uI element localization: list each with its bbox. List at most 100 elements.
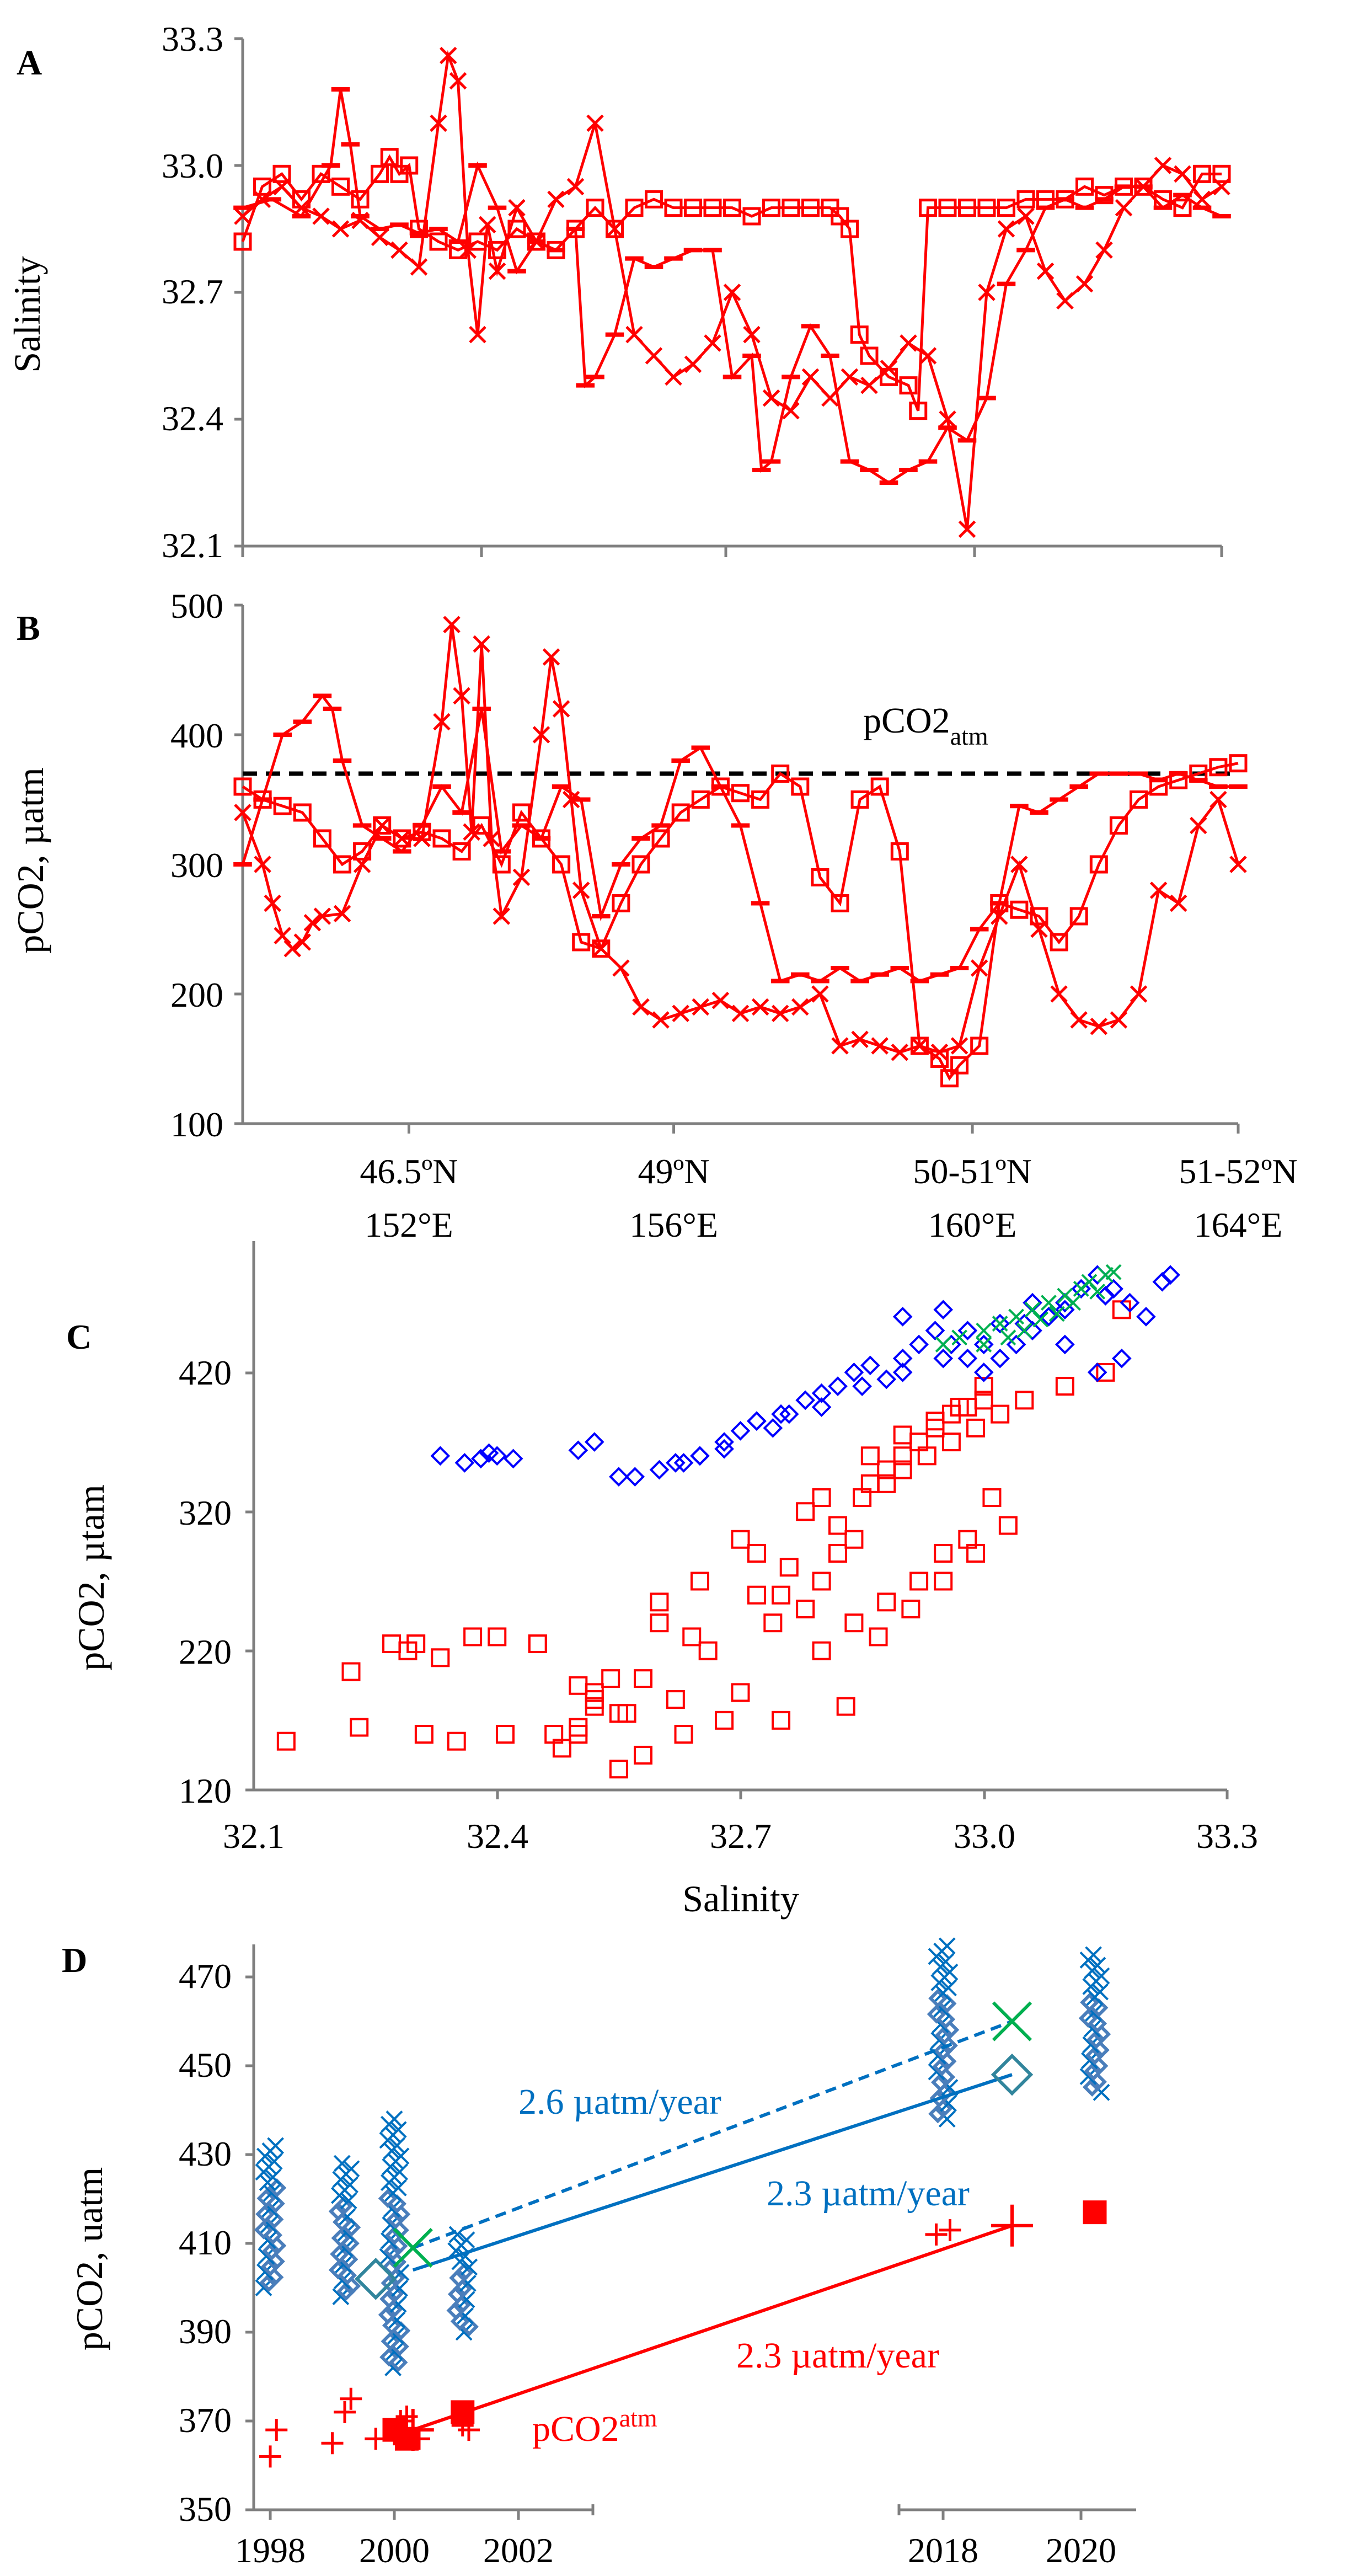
data-point bbox=[293, 933, 312, 951]
data-point bbox=[625, 1467, 645, 1487]
data-point bbox=[703, 199, 722, 217]
data-point bbox=[811, 1383, 832, 1403]
data-point bbox=[1090, 1017, 1108, 1035]
data-point bbox=[488, 262, 506, 280]
ocean-diamond bbox=[933, 2041, 953, 2061]
data-point bbox=[609, 1467, 629, 1487]
data-point bbox=[631, 855, 650, 874]
ocean-diamond bbox=[381, 2273, 400, 2293]
data-point bbox=[1120, 1292, 1140, 1313]
data-point bbox=[892, 1348, 913, 1369]
data-point bbox=[844, 1613, 864, 1633]
data-point bbox=[1110, 1011, 1128, 1029]
ocean-diamond bbox=[383, 2242, 403, 2261]
data-point bbox=[547, 190, 565, 209]
ocean-cross bbox=[333, 2155, 351, 2172]
panel-c-plot bbox=[276, 1264, 1180, 1779]
data-point bbox=[950, 1056, 969, 1075]
data-point bbox=[1212, 164, 1231, 183]
ocean-cross bbox=[941, 1963, 959, 1981]
ocean-diamond bbox=[454, 2263, 474, 2283]
ocean-diamond bbox=[927, 2005, 946, 2024]
ocean-diamond bbox=[267, 2178, 287, 2198]
pco2atm-label: pCO2atm bbox=[532, 2404, 657, 2449]
ocean-diamond bbox=[447, 2284, 467, 2304]
data-point bbox=[406, 1634, 426, 1654]
xtick-label: 2000 bbox=[359, 2531, 430, 2570]
ocean-diamond bbox=[336, 2281, 356, 2301]
data-point bbox=[447, 1731, 466, 1751]
ocean-cross bbox=[928, 2063, 945, 2081]
data-point bbox=[1056, 292, 1074, 310]
data-point bbox=[771, 1004, 789, 1023]
data-point bbox=[723, 284, 741, 301]
data-point bbox=[431, 1648, 450, 1668]
data-point bbox=[853, 1488, 872, 1508]
data-point bbox=[997, 220, 1015, 238]
data-point bbox=[970, 959, 988, 977]
ocean-diamond bbox=[328, 2260, 348, 2280]
ocean-diamond bbox=[334, 2196, 353, 2216]
data-point bbox=[951, 1329, 968, 1346]
data-point bbox=[312, 164, 330, 183]
data-point bbox=[941, 1433, 961, 1452]
ocean-diamond bbox=[262, 2241, 281, 2260]
data-point bbox=[1081, 1274, 1098, 1290]
data-point bbox=[393, 829, 411, 848]
mean-point-plus-2000 bbox=[392, 2409, 434, 2451]
data-point bbox=[977, 199, 996, 217]
data-point bbox=[711, 777, 730, 796]
data-point bbox=[429, 232, 448, 251]
data-point bbox=[1209, 758, 1228, 777]
xtick-lat-label: 51-52ºN bbox=[1179, 1152, 1297, 1191]
data-point bbox=[796, 1599, 815, 1618]
data-point bbox=[812, 1641, 831, 1660]
trend-line-dashed-trend bbox=[412, 2019, 1013, 2249]
data-point bbox=[811, 868, 829, 886]
data-point bbox=[877, 1474, 896, 1493]
mean-point-diamond-2019 bbox=[991, 2053, 1034, 2096]
data-point bbox=[1055, 1300, 1075, 1320]
data-point bbox=[836, 1697, 855, 1716]
data-point bbox=[1193, 164, 1211, 183]
data-point bbox=[909, 1334, 929, 1355]
xtick-label: 32.7 bbox=[710, 1816, 772, 1856]
data-point bbox=[782, 199, 800, 217]
data-point bbox=[910, 1036, 929, 1055]
data-point bbox=[925, 1321, 945, 1341]
ocean-column bbox=[446, 2226, 479, 2341]
ocean-cross bbox=[258, 2247, 275, 2265]
xtick-label: 1998 bbox=[235, 2531, 306, 2570]
trend-line-solid-blue-trend bbox=[412, 2073, 1013, 2272]
atm-plus bbox=[321, 2432, 344, 2455]
data-point bbox=[528, 1634, 547, 1654]
data-point bbox=[1173, 199, 1192, 217]
data-point bbox=[714, 1439, 734, 1459]
data-point bbox=[508, 199, 526, 217]
xtick-label: 2020 bbox=[1046, 2531, 1116, 2570]
data-point bbox=[871, 1037, 889, 1055]
data-point bbox=[1050, 985, 1068, 1003]
data-point bbox=[1050, 933, 1068, 952]
xtick-label: 32.4 bbox=[467, 1816, 528, 1856]
data-point bbox=[532, 829, 550, 848]
xtick-label: 32.1 bbox=[223, 1816, 285, 1856]
data-point bbox=[939, 410, 956, 428]
ocean-diamond bbox=[330, 2244, 349, 2264]
atm-square bbox=[1083, 2200, 1107, 2225]
data-point bbox=[1016, 1322, 1032, 1339]
xtick-label: 2018 bbox=[908, 2531, 978, 2570]
data-point bbox=[976, 1337, 992, 1353]
data-point bbox=[233, 777, 252, 796]
data-point bbox=[351, 190, 370, 209]
ocean-cross bbox=[458, 2231, 475, 2249]
data-point bbox=[841, 220, 859, 238]
ocean-diamond bbox=[1082, 2077, 1102, 2097]
series-green-crosses bbox=[935, 1264, 1122, 1353]
data-point bbox=[625, 199, 644, 217]
xtick-lon-label: 160°E bbox=[928, 1205, 1017, 1244]
ytick-label: 420 bbox=[179, 1353, 232, 1392]
data-point bbox=[852, 1376, 872, 1396]
data-point bbox=[811, 985, 829, 1003]
